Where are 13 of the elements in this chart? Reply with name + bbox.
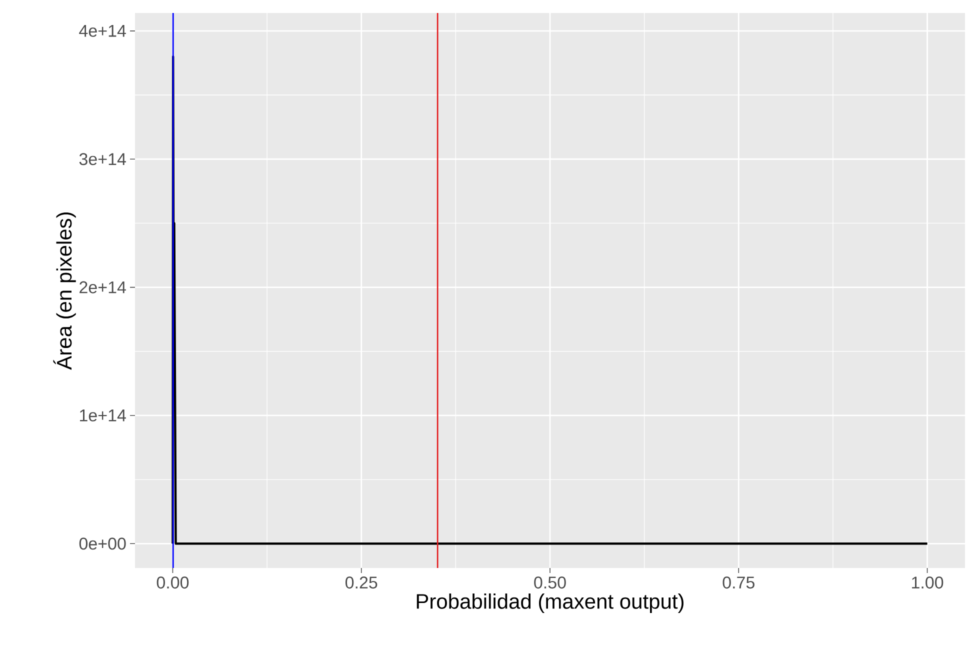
y-tick-label: 4e+14 [79, 25, 126, 37]
x-tick-label: 0.50 [534, 576, 566, 589]
y-axis-title: Área (en pixeles) [53, 212, 76, 370]
x-axis-title: Probabilidad (maxent output) [416, 593, 684, 614]
y-tick-label: 1e+14 [80, 410, 126, 422]
x-tick-label: 0.00 [156, 576, 189, 589]
x-tick-label: 0.75 [722, 576, 754, 589]
y-tick-label: 0e+00 [79, 538, 126, 550]
line-series [172, 55, 928, 545]
y-tick-label: 2e+14 [80, 281, 126, 294]
x-tick-label: 1.00 [912, 576, 944, 589]
x-tick-label: 0.25 [345, 576, 378, 589]
y-tick-label: 3e+14 [79, 153, 126, 166]
